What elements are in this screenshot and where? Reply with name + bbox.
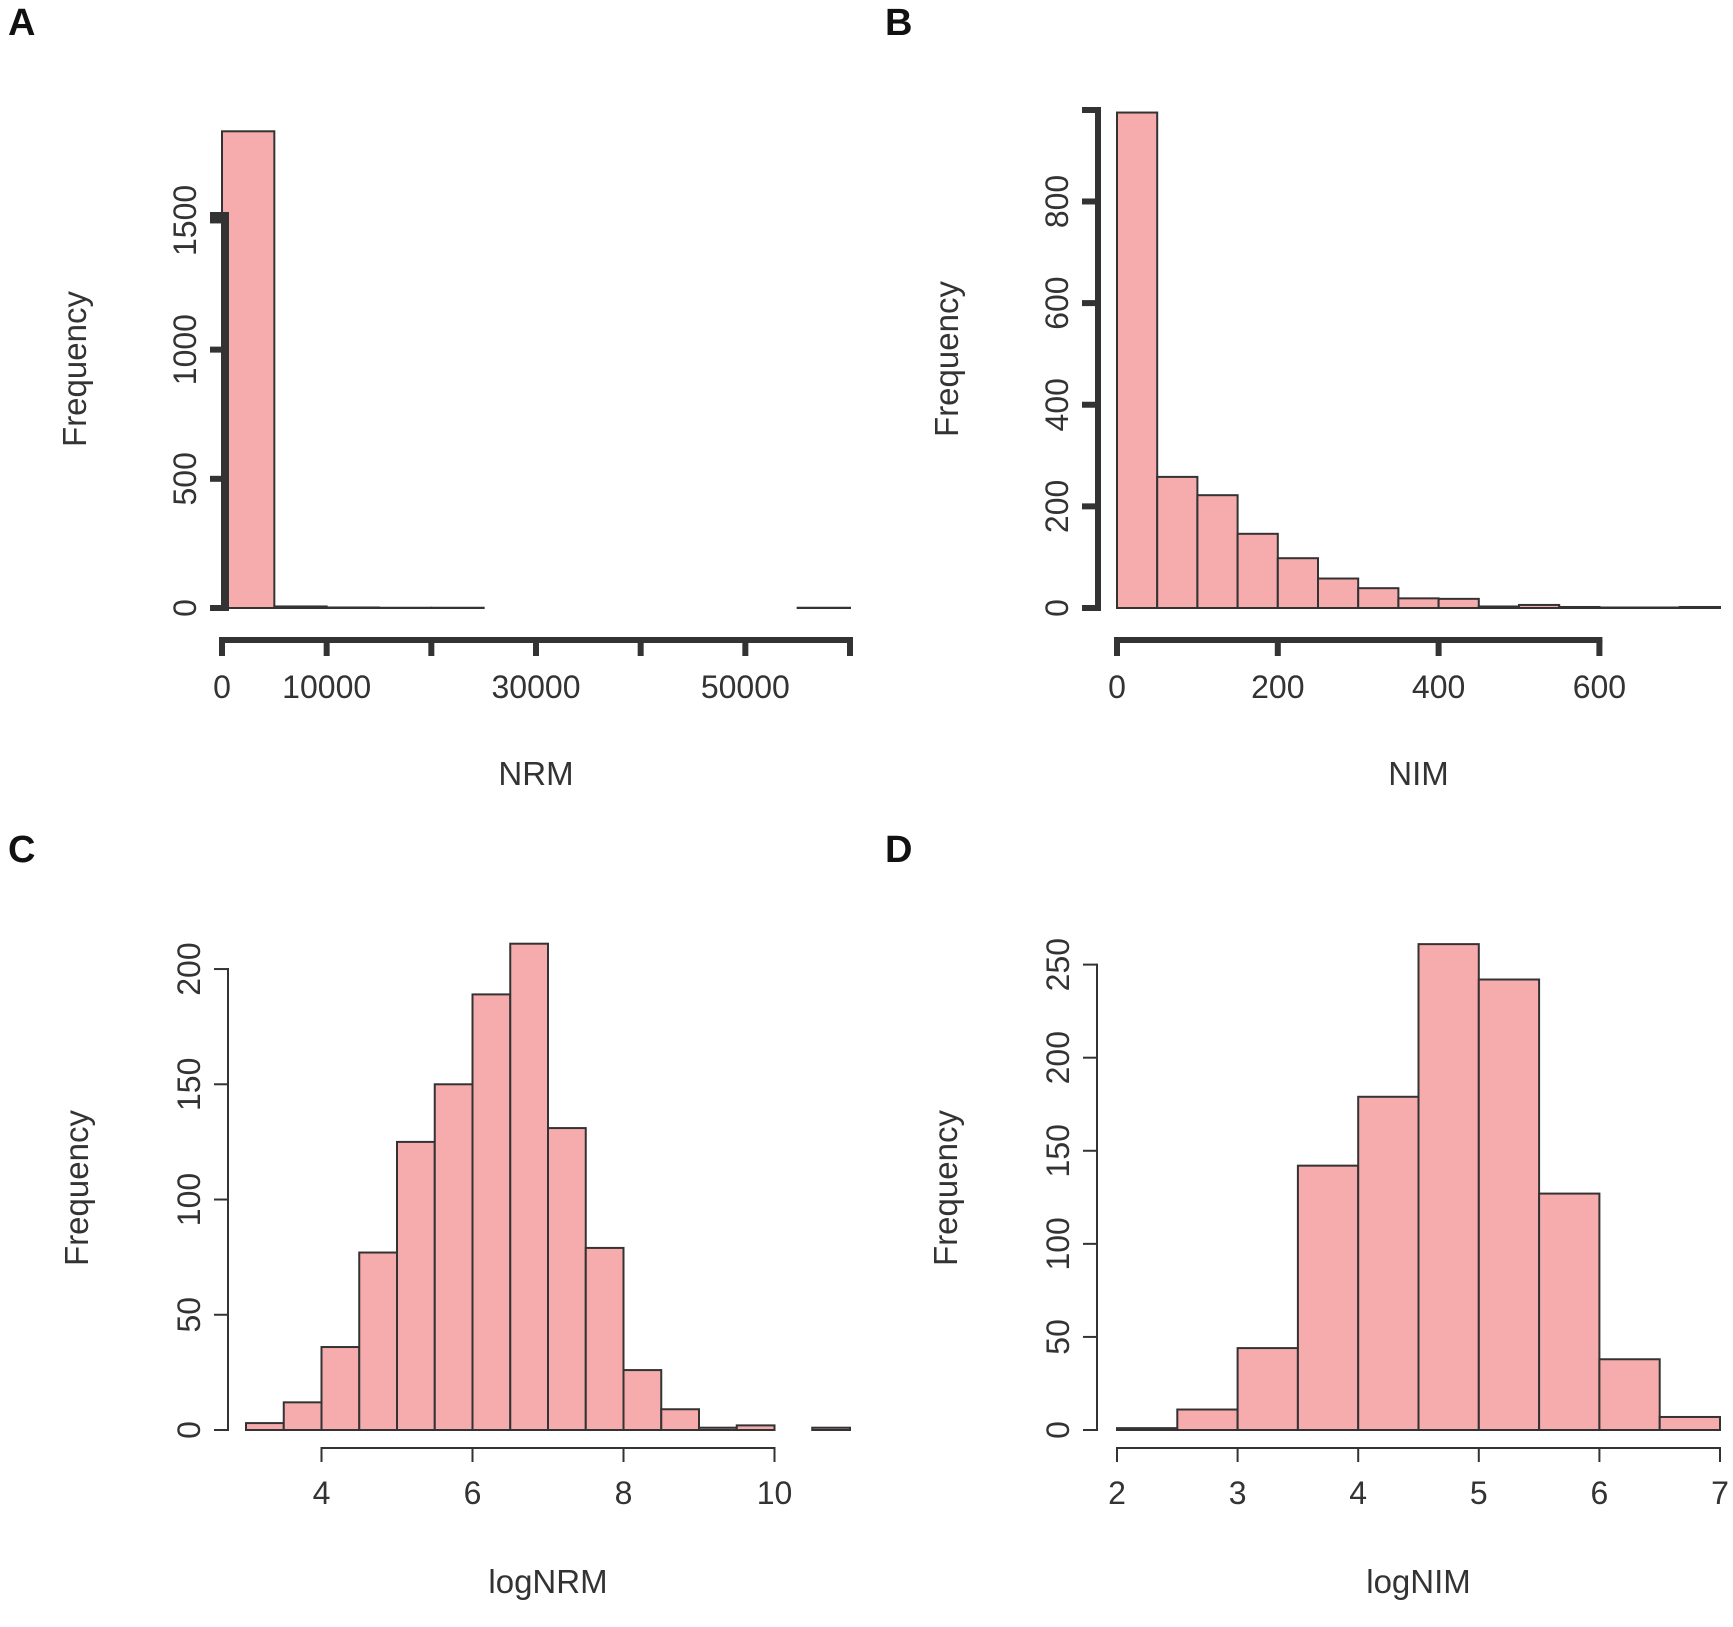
x-axis-title: NRM <box>498 755 573 792</box>
y-tick-label: 250 <box>1040 938 1076 991</box>
y-tick-label: 400 <box>1039 378 1075 431</box>
y-tick-label: 200 <box>1040 1031 1076 1084</box>
histogram-bar <box>1598 606 1641 609</box>
histogram-bar <box>1196 494 1239 609</box>
histogram-bar <box>396 1140 436 1432</box>
y-tick-label: 50 <box>1040 1319 1076 1355</box>
histogram-bar <box>660 1408 700 1432</box>
y-axis-title: Frequency <box>927 1110 964 1266</box>
x-tick-label: 4 <box>1349 1475 1367 1511</box>
x-tick-label: 30000 <box>492 669 581 705</box>
histogram-bar <box>1437 597 1480 610</box>
histogram-bar <box>735 1424 776 1432</box>
panel-letter: A <box>8 2 35 44</box>
histogram-bar <box>221 130 276 609</box>
x-axis-title: logNRM <box>488 1563 607 1600</box>
histogram-bar <box>1538 1192 1601 1431</box>
y-tick-label: 1500 <box>167 185 203 256</box>
panel-d-histogram-lognim: D 0 50 100 150 200 250 2 3 4 5 6 7 logNIM Frequency <box>885 829 1729 1600</box>
histogram-bar <box>1116 1427 1179 1431</box>
histogram-bar <box>1176 1408 1239 1431</box>
histogram-bar <box>433 1083 474 1432</box>
y-axis-title: Frequency <box>58 1110 95 1266</box>
panel-letter: B <box>885 2 912 44</box>
histogram-bar <box>698 1426 738 1431</box>
x-tick-label: 8 <box>615 1475 633 1511</box>
y-tick-label: 50 <box>171 1297 207 1333</box>
y-tick-label: 100 <box>1040 1217 1076 1270</box>
histogram-bar <box>1678 605 1722 610</box>
panel-b-histogram-nim: B 0 200 400 600 800 0 200 400 600 NIM Frequency <box>885 2 1722 792</box>
x-tick-label: 5 <box>1470 1475 1488 1511</box>
x-axis-title: logNIM <box>1366 1563 1471 1600</box>
x-tick-label: 0 <box>1108 669 1126 705</box>
panel-letter: C <box>8 829 35 871</box>
x-tick-label: 2 <box>1108 1475 1126 1511</box>
y-tick-label: 0 <box>1040 1421 1076 1439</box>
histogram-bar <box>1357 1095 1420 1432</box>
histogram-bar <box>1276 557 1320 610</box>
histogram-bar <box>471 993 512 1432</box>
x-tick-label: 0 <box>213 669 231 705</box>
histogram-bar <box>1236 1347 1299 1431</box>
histogram-bar <box>1658 1415 1721 1432</box>
y-tick-label: 150 <box>171 1058 207 1111</box>
y-tick-label: 100 <box>171 1173 207 1226</box>
histogram-bar <box>273 605 328 609</box>
histogram-bar <box>811 1426 851 1431</box>
y-tick-label: 0 <box>1039 599 1075 617</box>
x-tick-label: 50000 <box>701 669 790 705</box>
histogram-bar <box>1296 1164 1360 1431</box>
histogram-bar <box>1156 475 1199 610</box>
y-tick-label: 150 <box>1040 1124 1076 1177</box>
x-tick-label: 600 <box>1573 669 1626 705</box>
histogram-bar <box>1357 587 1400 610</box>
y-tick-label: 200 <box>1039 480 1075 533</box>
y-tick-label: 800 <box>1039 175 1075 228</box>
y-tick-label: 0 <box>167 599 203 617</box>
y-tick-label: 200 <box>171 942 207 995</box>
y-tick-label: 1000 <box>167 314 203 385</box>
panel-c-histogram-lognrm: C 0 50 100 150 200 4 6 8 10 logNRM Frequency <box>8 829 851 1600</box>
y-tick-label: 500 <box>167 452 203 505</box>
y-tick-label: 0 <box>171 1421 207 1439</box>
histogram-bar <box>1317 577 1360 610</box>
histogram-bar <box>1477 605 1521 610</box>
histogram-bar <box>245 1422 285 1431</box>
x-tick-label: 7 <box>1711 1475 1729 1511</box>
histogram-bar <box>1638 606 1681 609</box>
y-axis-title: Frequency <box>928 281 965 437</box>
y-tick-label: 600 <box>1039 276 1075 329</box>
histogram-bar <box>282 1401 323 1432</box>
x-tick-label: 10 <box>757 1475 793 1511</box>
x-tick-label: 6 <box>1591 1475 1609 1511</box>
x-tick-label: 400 <box>1412 669 1465 705</box>
x-axis-title: NIM <box>1388 755 1449 792</box>
histogram-bar <box>358 1251 398 1431</box>
x-tick-label: 4 <box>313 1475 331 1511</box>
histogram-bar <box>509 942 549 1431</box>
histogram-bar <box>547 1127 587 1431</box>
histogram-bar <box>1236 532 1279 609</box>
panel-a-histogram-nrm: A 0 500 1000 1500 0 10000 30000 50000 NRM Frequenc… <box>8 2 853 792</box>
histogram-bar <box>1397 597 1440 610</box>
histogram-bar <box>1417 943 1480 1432</box>
x-tick-label: 6 <box>464 1475 482 1511</box>
panel-letter: D <box>885 829 912 871</box>
x-tick-label: 200 <box>1251 669 1304 705</box>
histogram-bar <box>320 1346 361 1431</box>
histogram-bar <box>1598 1358 1661 1432</box>
y-axis-title: Frequency <box>56 291 93 447</box>
histogram-bar <box>584 1246 625 1432</box>
histogram-bar <box>325 606 380 609</box>
histogram-bar <box>1116 111 1159 610</box>
x-tick-label: 3 <box>1229 1475 1247 1511</box>
histogram-bar <box>622 1369 663 1431</box>
histogram-bar <box>1518 603 1561 610</box>
x-tick-label: 10000 <box>282 669 371 705</box>
histogram-bar <box>1558 605 1601 610</box>
histogram-bar <box>1477 978 1541 1431</box>
